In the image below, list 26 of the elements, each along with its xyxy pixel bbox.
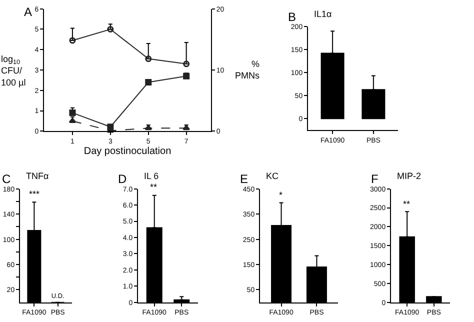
x-axis-title: Day postinoculation bbox=[84, 146, 172, 158]
chart-title: A bbox=[24, 5, 32, 19]
point bbox=[183, 72, 190, 80]
point bbox=[107, 124, 114, 130]
chart-title: E bbox=[240, 172, 248, 186]
annotation: ** bbox=[150, 182, 158, 192]
annotation: *** bbox=[29, 189, 40, 199]
point bbox=[183, 60, 190, 68]
point bbox=[69, 37, 76, 44]
chart-subtitle: MIP-2 bbox=[397, 171, 422, 181]
chart-title: B bbox=[288, 10, 296, 24]
point bbox=[145, 78, 152, 86]
y2-axis-title: % PMNs bbox=[235, 59, 260, 81]
annotation: ** bbox=[403, 199, 410, 209]
chart-subtitle: KC bbox=[266, 171, 280, 181]
point bbox=[145, 56, 152, 62]
chart-title: F bbox=[371, 172, 378, 186]
chart-subtitle: IL1α bbox=[314, 9, 332, 19]
chart-title: C bbox=[2, 172, 11, 186]
point bbox=[107, 26, 114, 32]
chart-subtitle: IL 6 bbox=[144, 171, 159, 181]
point bbox=[69, 110, 76, 116]
y-axis-title: log$_{10}$ CFU/ 100 µl bbox=[1, 54, 26, 88]
chart-title: D bbox=[118, 172, 127, 186]
chart-subtitle: TNFα bbox=[26, 171, 49, 181]
annotation: * bbox=[279, 190, 283, 200]
